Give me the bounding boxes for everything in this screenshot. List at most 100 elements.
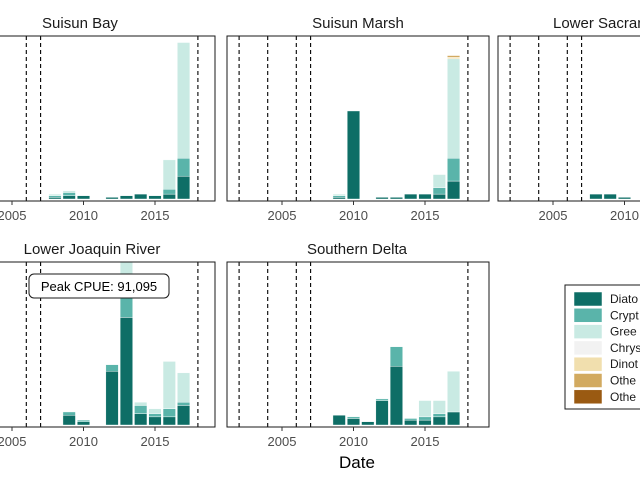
panel-title: Suisun Marsh [312,15,404,32]
plot-area [25,36,199,201]
x-tick-label: 2010 [339,208,368,223]
bar-segment [148,416,162,426]
x-tick-label: 2005 [0,434,26,449]
legend-label: Dinot [610,357,639,371]
bar-segment [375,197,389,200]
bar-segment [404,193,418,200]
bar-segment [134,401,148,406]
bar-segment [447,158,461,182]
bar-segment [62,192,76,196]
panel: 2005 2010 2015 Suisun Marsh [226,15,490,223]
legend-label: Othe [610,390,636,404]
bar-segment [48,197,62,200]
bar-segment [48,195,62,198]
panels: 2005 2010 2015 Suisun Bay 2005 2010 2015 Suisun… [0,15,640,449]
bar-segment [62,415,76,426]
bar-segment [134,193,148,200]
bar-segment [418,416,432,421]
legend-swatch [573,291,603,307]
x-tick-label: 2015 [411,434,440,449]
bar-segment [177,405,191,426]
bar-segment [162,361,176,409]
bar-segment [432,193,446,200]
legend-swatch [573,340,603,356]
legend-label: Chrys [610,341,640,355]
legend-swatch [573,324,603,339]
bar-segment [177,372,191,403]
bar-segment [177,401,191,406]
bar-segment [162,159,176,190]
bar-segment [404,419,418,426]
x-axis-title: Date [339,453,375,472]
bar-segment [447,56,461,60]
panel: 2005 2010 2015 Southern Delta [226,241,490,449]
bar-segment [404,418,418,421]
bar-segment [347,416,360,419]
x-tick-label: 2015 [411,208,440,223]
x-tick-label: 2005 [268,208,297,223]
legend-label: Gree [610,325,637,339]
legend-label: Othe [610,374,636,388]
bar-segment [177,175,191,200]
bar-segment [447,180,461,200]
bar-segment [119,195,133,200]
bar-segment [432,416,446,426]
bar-segment [162,189,176,195]
panel: 2005 2010 2015 Suisun Bay [0,15,216,223]
bar-segment [162,193,176,200]
bar-segment [347,110,360,200]
bar-segment [389,197,403,200]
bar-segment [77,421,90,426]
panel-frame [0,261,216,428]
bar-segment [332,197,346,200]
bar-segment [105,364,119,372]
bar-segment [148,408,162,414]
legend-label: Crypt [610,308,639,322]
bar-segment [418,193,432,200]
bar-segment [177,42,191,159]
panel-title: Lower Sacram [553,15,640,32]
x-tick-label: 2010 [339,434,368,449]
bar-segment [332,193,346,196]
bar-segment [62,190,76,193]
bar-segment [375,398,389,401]
bar-segment [62,411,76,416]
x-tick-label: 2015 [141,434,170,449]
plot-area [25,262,199,427]
legend-swatch [573,308,603,323]
bar-segment [105,371,119,426]
bar-segment [162,408,176,418]
plot-area [238,36,469,201]
bar-segment [162,416,176,426]
bar-segment [332,415,346,426]
bar-segment [134,405,148,414]
bar-segment [77,419,90,422]
bar-segment [447,58,461,159]
panel-frame [226,261,490,428]
bar-segment [361,421,375,426]
x-tick-label: 2015 [141,208,170,223]
x-tick-label: 2005 [539,208,568,223]
annotation-box [28,273,170,299]
bar-segment [148,413,162,418]
bar-segment [432,187,446,195]
bar-segment [119,317,133,426]
panel-title: Suisun Bay [42,15,118,32]
bar-segment [148,195,162,200]
annotation-text: Peak CPUE: 91,095 [41,279,157,294]
bar-segment [447,55,461,58]
bar-segment [389,346,403,367]
plot-area [238,262,469,427]
bar-segment [105,197,119,200]
bar-segment [603,193,617,200]
legend-swatch [573,389,603,405]
x-tick-label: 2010 [69,434,98,449]
bar-segment [77,195,90,200]
bar-segment [177,158,191,177]
bar-segment [432,413,446,418]
bar-segment [134,413,148,426]
bar-segment [589,193,603,200]
bar-segment [432,174,446,188]
legend: Diato Crypt Gree Chrys Dinot Othe Othe [564,284,640,410]
